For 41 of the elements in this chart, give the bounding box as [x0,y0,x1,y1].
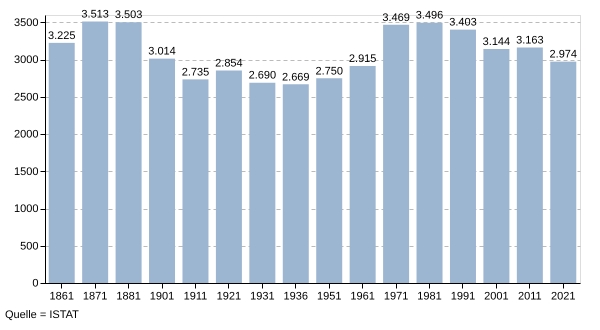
x-tick-label: 1901 [150,290,174,302]
data-label: 2.690 [248,70,276,82]
x-tick-label: 2001 [484,290,509,302]
y-tick-label: 1000 [14,203,38,216]
data-label: 2.735 [182,66,210,78]
data-label: 3.469 [382,12,410,24]
data-label: 2.750 [315,65,343,78]
data-label: 2.854 [215,58,243,70]
y-tick-label: 0 [32,278,38,290]
x-tick-label: 1861 [49,290,74,302]
y-tick-label: 2000 [14,128,38,141]
data-label: 2.974 [550,48,578,61]
y-tick-label: 2500 [14,91,38,104]
x-tick-label: 1951 [316,290,342,302]
data-label: 2.669 [282,71,310,84]
x-tick-label: 1881 [116,290,141,302]
data-label: 3.403 [449,16,477,29]
data-label: 3.496 [416,10,444,22]
data-label: 3.503 [114,9,142,22]
x-tick-label: 1921 [216,290,242,302]
x-tick-label: 2011 [518,290,542,302]
data-label: 3.014 [148,46,176,58]
data-label: 2.915 [348,52,376,65]
x-tick-label: 2021 [551,290,576,302]
x-tick-label: 1971 [384,290,408,302]
y-tick-label: 3500 [14,16,38,29]
x-tick-label: 1931 [250,290,275,302]
data-label: 3.513 [81,8,109,20]
y-tick-label: 500 [20,240,38,252]
data-label: 3.163 [516,34,544,47]
x-tick-label: 1936 [284,290,308,302]
x-tick-label: 1991 [450,290,476,302]
y-tick-label: 3000 [14,54,38,66]
x-tick-label: 1961 [350,290,375,302]
data-label: 3.225 [48,30,76,42]
source-note: Quelle = ISTAT [5,309,80,321]
data-label: 3.144 [482,36,510,48]
y-tick-label: 1500 [14,166,38,178]
x-tick-label: 1911 [184,290,208,302]
x-tick-label: 1981 [417,290,442,302]
x-tick-label: 1871 [82,290,108,302]
